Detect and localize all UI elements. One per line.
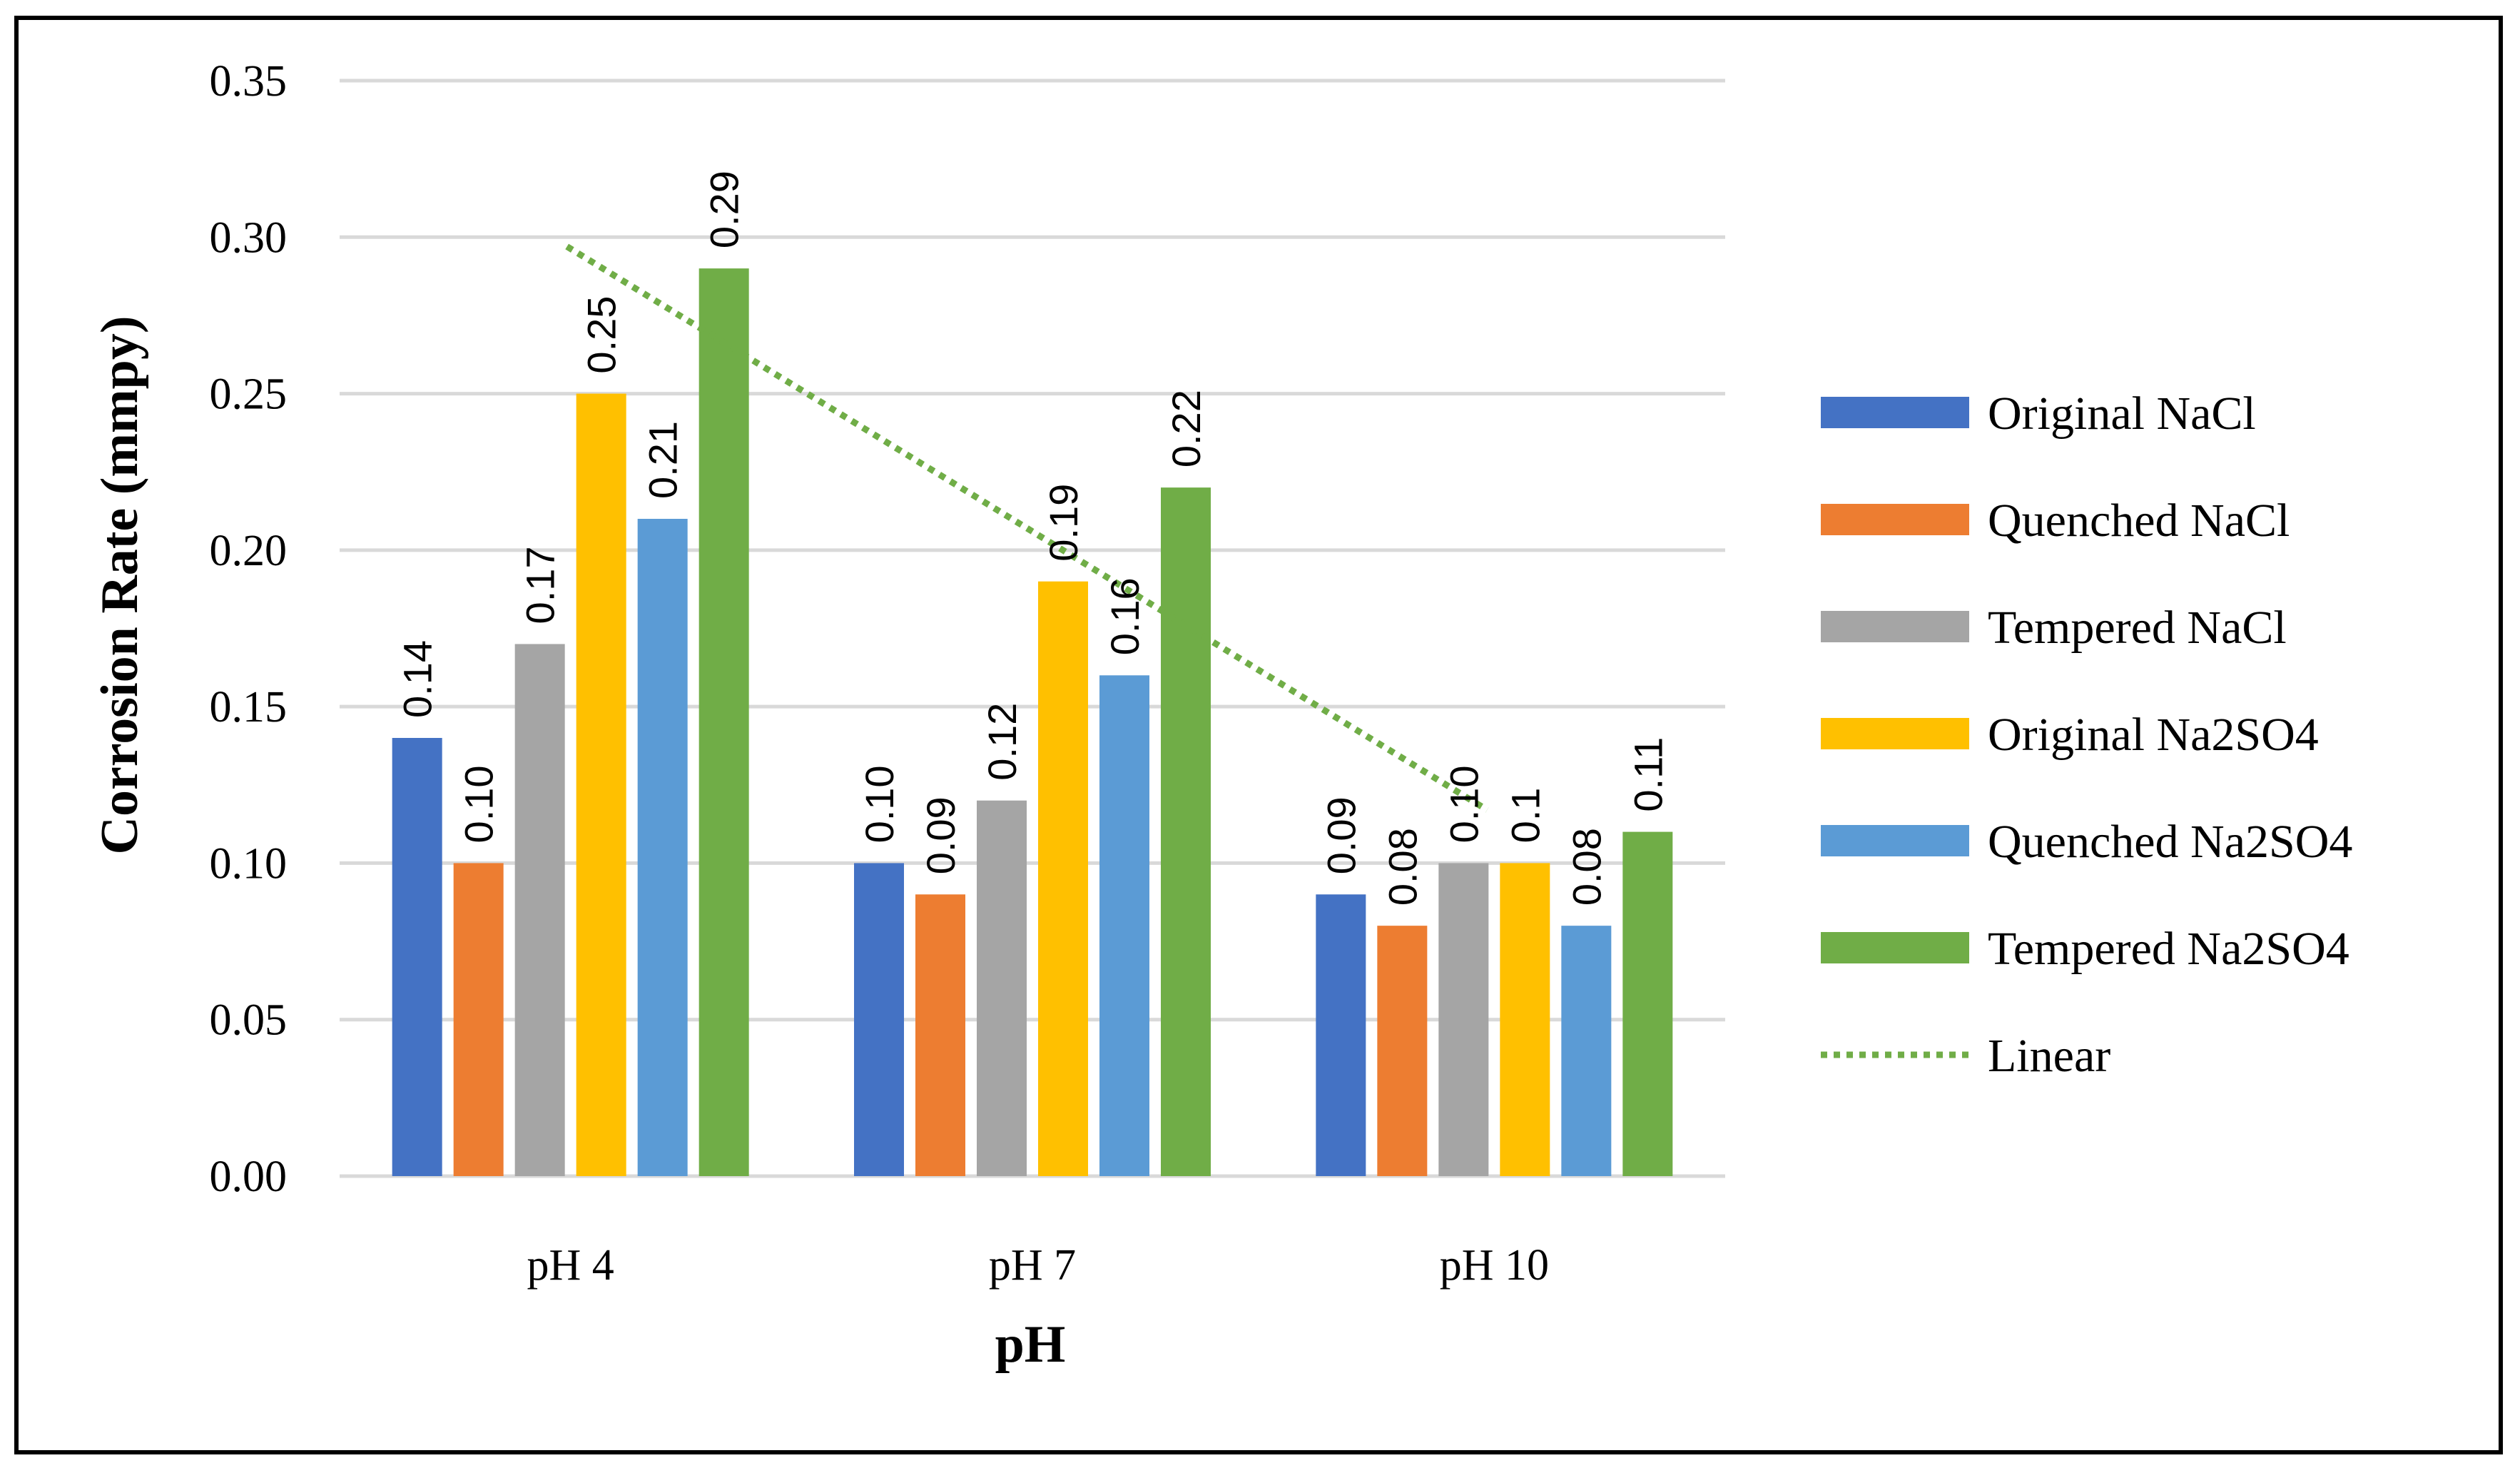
data-label: 0.09 (918, 796, 963, 874)
data-label: 0.14 (395, 640, 440, 718)
bar (453, 863, 504, 1176)
bar (915, 894, 965, 1176)
legend-entry-label: Quenched NaCl (1988, 495, 2290, 547)
legend-entry-label: Quenched Na2SO4 (1988, 816, 2352, 868)
data-label: 0.21 (641, 421, 686, 499)
trendline-layer (565, 243, 1489, 813)
x-axis-ticks: pH 4 pH 7 pH 10 (527, 1241, 1549, 1290)
bar (977, 800, 1027, 1176)
legend-entry-label: Linear (1988, 1030, 2110, 1082)
bar (1161, 487, 1211, 1176)
legend-entry-label: Tempered NaCl (1988, 602, 2287, 654)
data-labels: 0.14 0.10 0.17 0.25 0.21 0.29 0.10 0.09 0.12 0.19… (395, 171, 1671, 906)
legend-swatch (1821, 932, 1969, 963)
data-label: 0.22 (1164, 390, 1209, 467)
bar (1438, 863, 1489, 1176)
data-label: 0.29 (702, 171, 747, 248)
bar (392, 738, 442, 1176)
data-label: 0.10 (457, 765, 502, 843)
data-label: 0.1 (1503, 788, 1548, 844)
gridlines (340, 79, 1725, 1178)
data-label: 0.16 (1102, 577, 1147, 655)
y-tick-label: 0.20 (210, 527, 288, 575)
legend-swatch (1821, 611, 1969, 642)
y-tick-label: 0.30 (210, 213, 288, 262)
y-tick-label: 0.15 (210, 683, 288, 732)
legend-swatch (1821, 504, 1969, 535)
legend-swatch (1821, 718, 1969, 749)
bar (1038, 581, 1088, 1176)
legend-swatch (1821, 397, 1969, 428)
x-tick-label: pH 10 (1440, 1241, 1549, 1290)
bar (637, 519, 688, 1176)
data-label: 0.11 (1625, 737, 1670, 812)
y-axis-title: Corrosion Rate (mmpy) (91, 316, 149, 855)
data-label: 0.17 (518, 546, 563, 624)
x-tick-label: pH 7 (989, 1241, 1076, 1290)
data-label: 0.10 (857, 765, 902, 843)
legend-entry-label: Original NaCl (1988, 388, 2256, 440)
bar (1316, 894, 1366, 1176)
bar (1500, 863, 1550, 1176)
legend-entry-label: Tempered Na2SO4 (1988, 923, 2349, 975)
data-label: 0.25 (579, 296, 624, 374)
bar (1377, 926, 1428, 1176)
legend: Original NaCl Quenched NaCl Tempered NaCl O… (1821, 388, 2352, 1082)
y-tick-label: 0.00 (210, 1153, 288, 1201)
x-tick-label: pH 4 (527, 1241, 614, 1290)
y-tick-label: 0.25 (210, 370, 288, 419)
y-axis-ticks: 0.00 0.05 0.10 0.15 0.20 0.25 0.30 0.35 (210, 57, 288, 1201)
data-label: 0.10 (1441, 765, 1486, 843)
y-tick-label: 0.10 (210, 839, 288, 888)
y-tick-label: 0.05 (210, 996, 288, 1045)
bar (514, 644, 565, 1176)
y-tick-label: 0.35 (210, 57, 288, 106)
bar (1622, 831, 1673, 1176)
data-label: 0.08 (1564, 828, 1609, 906)
bar (854, 863, 904, 1176)
x-axis-title: pH (995, 1315, 1066, 1374)
bars (392, 268, 1673, 1177)
bar (1099, 675, 1149, 1176)
bar (698, 268, 749, 1177)
legend-entry-label: Original Na2SO4 (1988, 709, 2319, 761)
legend-swatch (1821, 825, 1969, 856)
data-label: 0.19 (1041, 484, 1086, 562)
data-label: 0.09 (1319, 796, 1363, 874)
linear-trendline (565, 243, 1489, 813)
bar (1561, 926, 1612, 1176)
data-label: 0.12 (980, 703, 1025, 781)
bar (576, 393, 626, 1176)
data-label: 0.08 (1380, 828, 1425, 906)
chart-frame (14, 16, 2503, 1454)
